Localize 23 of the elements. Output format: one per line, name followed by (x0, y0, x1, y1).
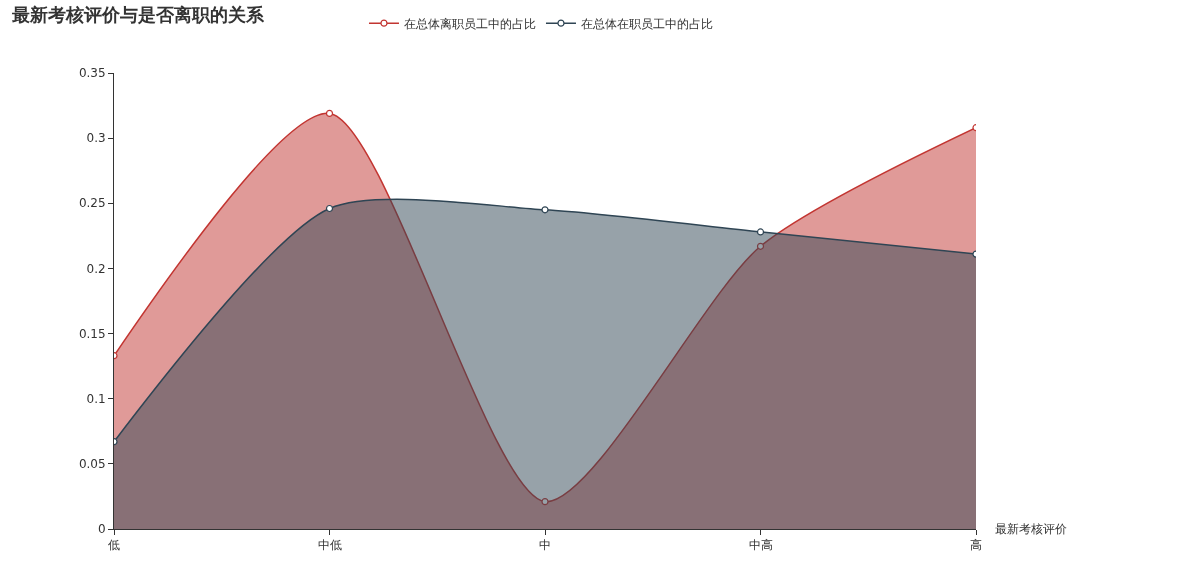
x-tick-label: 低 (108, 538, 120, 553)
y-tick-label: 0.05 (78, 457, 106, 472)
chart-title: 最新考核评价与是否离职的关系 (10, 4, 265, 26)
point (756, 242, 765, 250)
y-tick-label: 0 (97, 522, 106, 537)
x-axis-title: 最新考核评价 (995, 522, 1067, 536)
x-tick-label: 高 (970, 538, 982, 553)
x-tick-label: 中 (539, 538, 551, 553)
x-tick-label: 中低 (317, 538, 342, 553)
legend-label: 在总体在职员工中的占比 (580, 16, 713, 31)
y-tick-label: 0.2 (86, 261, 106, 276)
y-tick-label: 0.15 (78, 326, 106, 341)
point (541, 206, 549, 214)
y-tick-label: 0.3 (86, 131, 106, 146)
point (756, 228, 765, 236)
y-tick-label: 0.35 (78, 66, 106, 81)
legend-label: 在总体离职员工中的占比 (403, 16, 536, 31)
y-tick-label: 0.25 (78, 196, 106, 211)
point (325, 109, 334, 117)
y-tick-label: 0.1 (86, 391, 106, 406)
x-tick-label: 中高 (748, 538, 773, 553)
point (541, 498, 549, 506)
point (325, 204, 334, 213)
